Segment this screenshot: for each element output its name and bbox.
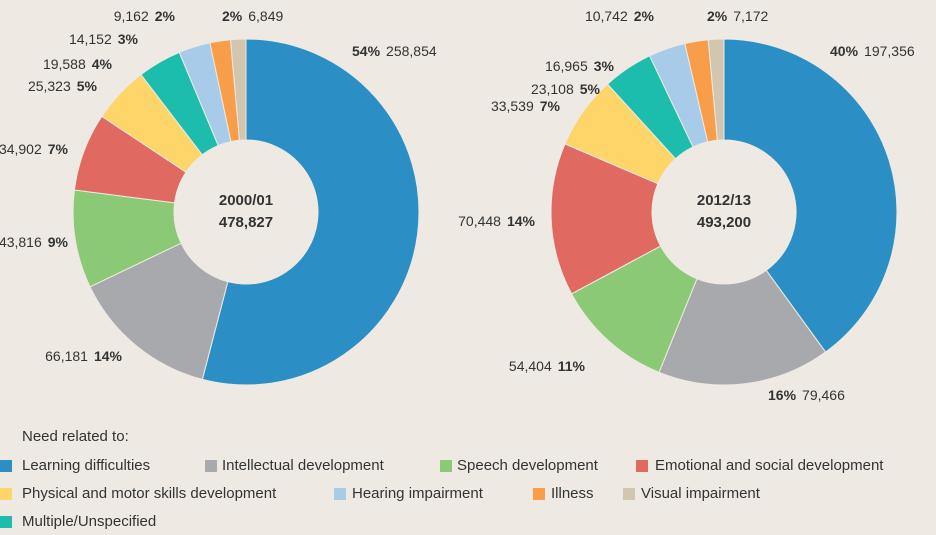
legend-title: Need related to: xyxy=(22,428,129,445)
slice-label: 19,588 4% xyxy=(43,56,113,72)
percent-label: 2% xyxy=(155,8,176,24)
pie-slice xyxy=(550,143,662,295)
pie-slice xyxy=(89,242,229,381)
percent-label: 9% xyxy=(48,234,69,250)
percent-label: 2% xyxy=(634,8,655,24)
legend-swatch xyxy=(0,460,12,472)
percent-label: 5% xyxy=(77,78,98,94)
legend-swatch xyxy=(623,488,635,500)
value-label: 6,849 xyxy=(248,8,283,24)
percent-label: 7% xyxy=(48,141,69,157)
slice-label: 2% 6,849 xyxy=(222,8,283,24)
slice-label: 66,181 14% xyxy=(45,348,122,364)
percent-label: 3% xyxy=(594,58,615,74)
value-label: 70,448 xyxy=(458,213,501,229)
percent-label: 2% xyxy=(222,8,243,24)
percent-label: 7% xyxy=(540,98,561,114)
value-label: 16,965 xyxy=(545,58,588,74)
value-label: 79,466 xyxy=(802,387,845,403)
value-label: 9,162 xyxy=(114,8,149,24)
slice-label: 14,152 3% xyxy=(69,31,139,47)
slice-label: 23,108 5% xyxy=(531,81,601,97)
legend-swatch xyxy=(636,460,648,472)
value-label: 197,356 xyxy=(864,43,915,59)
percent-label: 14% xyxy=(94,348,123,364)
percent-label: 3% xyxy=(118,31,139,47)
value-label: 23,108 xyxy=(531,81,574,97)
slice-label: 54% 258,854 xyxy=(352,43,437,59)
pie-slice xyxy=(658,269,827,386)
value-label: 10,742 xyxy=(585,8,628,24)
slice-label: 10,742 2% xyxy=(585,8,655,24)
legend-label: Intellectual development xyxy=(222,457,385,474)
slice-label: 2% 7,172 xyxy=(707,8,768,24)
slice-label: 16% 79,466 xyxy=(768,387,845,403)
legend-label: Visual impairment xyxy=(641,485,761,502)
value-label: 14,152 xyxy=(69,31,112,47)
slice-label: 25,323 5% xyxy=(28,78,98,94)
slice-label: 9,162 2% xyxy=(114,8,176,24)
percent-label: 2% xyxy=(707,8,728,24)
legend-label: Illness xyxy=(551,485,594,502)
value-label: 34,902 xyxy=(0,141,42,157)
pie-slice xyxy=(201,38,420,386)
value-label: 7,172 xyxy=(733,8,768,24)
legend-label: Multiple/Unspecified xyxy=(22,513,156,530)
slice-label: 40% 197,356 xyxy=(830,43,915,59)
percent-label: 40% xyxy=(830,43,859,59)
center-title: 2000/01 xyxy=(219,192,273,209)
value-label: 43,816 xyxy=(0,234,42,250)
slice-label: 33,539 7% xyxy=(491,98,561,114)
legend-swatch xyxy=(533,488,545,500)
pie-slice xyxy=(707,38,725,141)
center-title: 2012/13 xyxy=(697,192,751,209)
slice-label: 43,816 9% xyxy=(0,234,69,250)
legend-swatch xyxy=(334,488,346,500)
value-label: 258,854 xyxy=(386,43,437,59)
legend-swatch xyxy=(0,516,12,528)
slice-label: 70,448 14% xyxy=(458,213,535,229)
pie-slice xyxy=(229,38,247,141)
value-label: 19,588 xyxy=(43,56,86,72)
percent-label: 5% xyxy=(580,81,601,97)
legend-label: Hearing impairment xyxy=(352,485,484,502)
legend-label: Learning difficulties xyxy=(22,457,150,474)
value-label: 25,323 xyxy=(28,78,71,94)
slice-label: 16,965 3% xyxy=(545,58,615,74)
value-label: 54,404 xyxy=(509,358,552,374)
legend-label: Physical and motor skills development xyxy=(22,485,277,502)
legend-swatch xyxy=(205,460,217,472)
pie-slice xyxy=(723,38,898,353)
value-label: 66,181 xyxy=(45,348,88,364)
percent-label: 54% xyxy=(352,43,381,59)
percent-label: 16% xyxy=(768,387,797,403)
legend-label: Emotional and social development xyxy=(655,457,884,474)
percent-label: 11% xyxy=(558,358,586,374)
center-total: 478,827 xyxy=(219,214,273,231)
legend-swatch xyxy=(440,460,452,472)
legend-label: Speech development xyxy=(457,457,599,474)
percent-label: 4% xyxy=(92,56,113,72)
slice-label: 34,902 7% xyxy=(0,141,69,157)
percent-label: 14% xyxy=(507,213,536,229)
slice-label: 54,404 11% xyxy=(509,358,586,374)
center-total: 493,200 xyxy=(697,214,751,231)
value-label: 33,539 xyxy=(491,98,534,114)
legend-swatch xyxy=(0,488,12,500)
